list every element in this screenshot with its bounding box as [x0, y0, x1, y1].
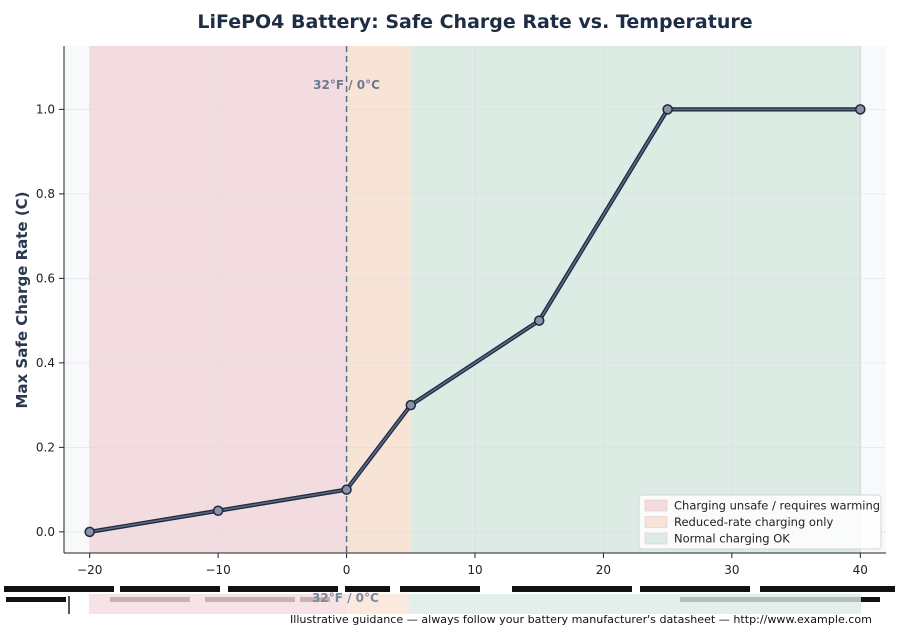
footer-garble-bar-7 — [760, 586, 895, 592]
x-tick-label-1: −10 — [205, 563, 230, 577]
data-point-1 — [212, 505, 224, 516]
data-series — [84, 104, 866, 538]
reference-line-label: 32°F / 0°C — [313, 78, 380, 92]
y-tick-label-3: 0.6 — [36, 271, 55, 285]
footer-garble-bar-1 — [120, 586, 220, 592]
footer-region-orange — [346, 594, 410, 614]
data-point-5 — [662, 104, 673, 115]
footer-garbled-note: Illustrative guidance — always follow yo… — [290, 613, 872, 626]
shaded-region-2 — [410, 46, 861, 553]
footer-garble-bar-5 — [512, 586, 632, 592]
footer-region-red — [89, 594, 346, 614]
y-tick-label-0: 0.0 — [36, 525, 55, 539]
footer-artifacts: 32°F / 0°C Illustrative guidance — alway… — [4, 584, 900, 626]
legend-swatch-2 — [644, 532, 668, 545]
legend-label-1: Reduced-rate charging only — [674, 515, 833, 529]
y-tick-label-2: 0.4 — [36, 356, 55, 370]
chart-title: LiFePO4 Battery: Safe Charge Rate vs. Te… — [197, 11, 752, 33]
footer-garble-bar-2 — [228, 586, 338, 592]
shaded-region-1 — [346, 46, 411, 553]
shaded-regions — [89, 46, 861, 553]
footer-garble-bar-8 — [6, 597, 66, 602]
legend-swatch-0 — [644, 499, 668, 512]
x-tick-label-0: −20 — [77, 563, 102, 577]
x-tick-label-5: 30 — [724, 563, 739, 577]
legend-box — [638, 494, 882, 550]
footer-garble-bar-3 — [345, 586, 390, 592]
x-axis-ticks: −20 −10 0 10 20 30 40 — [77, 553, 868, 577]
data-point-2 — [341, 484, 352, 495]
footer-axis-stub — [68, 596, 70, 614]
x-tick-label-4: 20 — [596, 563, 611, 577]
footer-region-green — [410, 594, 861, 614]
legend-label-2: Normal charging OK — [674, 532, 790, 546]
data-point-3 — [405, 399, 417, 411]
footer-garbled-label: 32°F / 0°C — [312, 591, 379, 605]
legend: Charging unsafe / requires warming Reduce… — [638, 494, 882, 550]
data-point-4 — [533, 315, 545, 326]
data-point-6 — [855, 104, 866, 115]
footer-garble-bar-4 — [400, 586, 480, 592]
x-tick-label-2: 0 — [343, 563, 351, 577]
y-tick-label-5: 1.0 — [36, 102, 55, 116]
y-tick-label-4: 0.8 — [36, 187, 55, 201]
x-tick-label-3: 10 — [467, 563, 482, 577]
y-tick-label-1: 0.2 — [36, 440, 55, 454]
y-axis-ticks: 0.0 0.2 0.4 0.6 0.8 1.0 — [36, 102, 64, 539]
footer-garble-bar-6 — [640, 586, 750, 592]
y-axis-label: Max Safe Charge Rate (C) — [13, 191, 31, 408]
x-tick-label-6: 40 — [853, 563, 868, 577]
legend-label-0: Charging unsafe / requires warming — [674, 499, 880, 513]
legend-swatch-1 — [644, 516, 668, 528]
data-point-0 — [84, 526, 95, 538]
reference-line-group: 32°F / 0°C — [313, 46, 380, 553]
footer-garble-bar-0 — [4, 586, 114, 592]
